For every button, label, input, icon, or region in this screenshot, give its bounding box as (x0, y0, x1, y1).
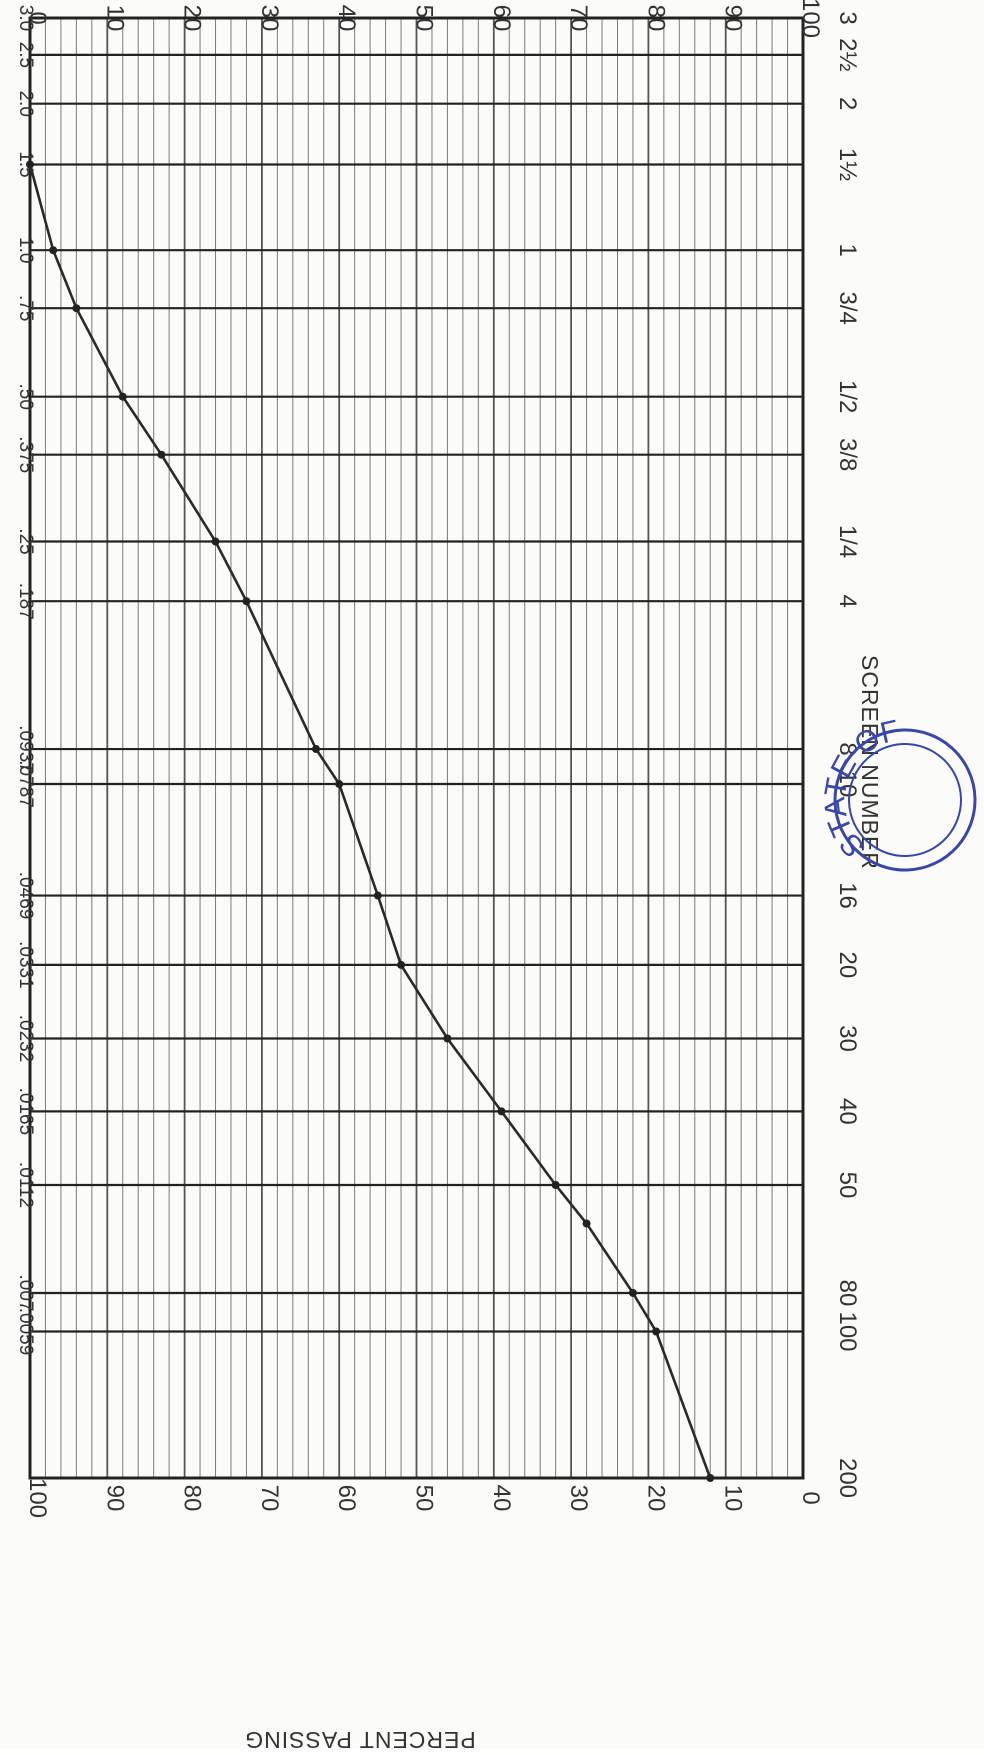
percent-tick-label-right: 30 (256, 5, 283, 32)
data-point (652, 1327, 661, 1336)
screen-number-label: 100 (834, 1311, 861, 1351)
screen-number-label: 1½ (834, 148, 861, 181)
stamp-ring (833, 728, 977, 872)
percent-tick-label-right: 20 (179, 5, 206, 32)
screen-number-label: 1 (834, 244, 861, 257)
percent-tick-label: 90 (101, 1485, 128, 1512)
screen-number-label: 200 (834, 1458, 861, 1498)
percent-tick-label: 60 (333, 1485, 360, 1512)
percent-labels-right: 0 10 20 30 40 50 60 70 80 90 100 (24, 0, 824, 38)
data-point (26, 160, 34, 169)
screen-number-label: 80 (834, 1280, 861, 1307)
data-point (157, 450, 166, 459)
data-point (582, 1219, 591, 1228)
percent-tick-label-right: 50 (411, 5, 438, 32)
screen-number-label: 1/2 (834, 380, 861, 413)
screen-number-label: 50 (834, 1172, 861, 1199)
opening-size-label: .375 (15, 436, 36, 473)
data-point (443, 1034, 452, 1043)
opening-size-label: 2.0 (15, 90, 36, 116)
opening-size-label: .0787 (15, 760, 36, 808)
data-point (551, 1180, 560, 1189)
opening-size-label: .0232 (15, 1015, 36, 1063)
screen-number-label: 2 (834, 97, 861, 110)
screen-number-label: 1/4 (834, 525, 861, 558)
data-point (706, 1474, 715, 1482)
screen-number-label: 3/4 (834, 292, 861, 325)
screen-number-label: 16 (834, 882, 861, 909)
y-axis-title: PERCENT PASSING (244, 1727, 475, 1750)
percent-tick-label-right: 90 (720, 5, 747, 32)
data-point (118, 392, 127, 401)
opening-size-label: .75 (15, 295, 36, 321)
gradation-curve (28, 164, 712, 1479)
percent-tick-label-right: 0 (24, 11, 51, 24)
data-point (312, 745, 321, 754)
percent-tick-label: 0 (797, 1491, 824, 1504)
data-point (497, 1107, 506, 1116)
data-point (397, 960, 406, 969)
data-point (373, 891, 382, 900)
percent-tick-label: 10 (720, 1485, 747, 1512)
percent-tick-label-right: 40 (333, 5, 360, 32)
opening-size-label: 2.5 (15, 42, 36, 68)
opening-size-label: .25 (15, 528, 36, 554)
percent-labels-left: 100 90 80 70 60 50 40 30 20 10 0 (24, 1478, 824, 1518)
screen-number-label: 4 (834, 595, 861, 608)
screen-number-label: 20 (834, 952, 861, 979)
screen-number-labels: 32½21½13/41/23/81/4481016203040508010020… (834, 11, 861, 1498)
screen-number-label: 2½ (834, 38, 861, 71)
data-point (49, 246, 58, 255)
percent-tick-label-right: 80 (642, 5, 669, 32)
opening-size-label: .0331 (15, 941, 36, 989)
opening-size-label: .007 (15, 1274, 36, 1311)
opening-size-label: .0059 (15, 1308, 36, 1356)
percent-tick-label: 70 (256, 1485, 283, 1512)
percent-tick-label: 50 (411, 1485, 438, 1512)
data-point (211, 537, 220, 546)
data-point (242, 597, 251, 606)
chart-grid (29, 16, 804, 1480)
data-point (335, 780, 344, 789)
screen-number-label: 3/8 (834, 438, 861, 471)
percent-tick-label-right: 70 (565, 5, 592, 32)
percent-tick-label-right: 60 (488, 5, 515, 32)
percent-tick-label: 100 (24, 1478, 51, 1518)
opening-size-labels: 3.02.52.01.51.0.75.50.375.25.187.0937.07… (15, 5, 36, 1355)
screen-number-label: 40 (834, 1098, 861, 1125)
opening-size-label: .0937 (15, 725, 36, 773)
screen-number-label: 30 (834, 1025, 861, 1052)
percent-tick-label: 30 (565, 1485, 592, 1512)
stamp-ring-inner (848, 743, 962, 857)
opening-size-label: 1.0 (15, 237, 36, 263)
percent-tick-label: 80 (179, 1485, 206, 1512)
opening-size-label: .187 (15, 583, 36, 620)
percent-tick-label: 20 (642, 1485, 669, 1512)
percent-tick-label-right: 10 (101, 5, 128, 32)
screen-number-label: 3 (834, 11, 861, 24)
percent-tick-label: 40 (488, 1485, 515, 1512)
opening-size-label: 3.0 (15, 5, 36, 31)
plot-frame (28, 16, 805, 1480)
opening-size-label: .50 (15, 383, 36, 409)
gradation-points (26, 160, 715, 1482)
percent-tick-label-right: 100 (797, 0, 824, 38)
opening-size-label: .0165 (15, 1088, 36, 1136)
data-point (628, 1288, 637, 1297)
opening-size-label: .0469 (15, 872, 36, 920)
opening-size-label: .0112 (15, 1162, 36, 1208)
data-point (72, 304, 81, 313)
